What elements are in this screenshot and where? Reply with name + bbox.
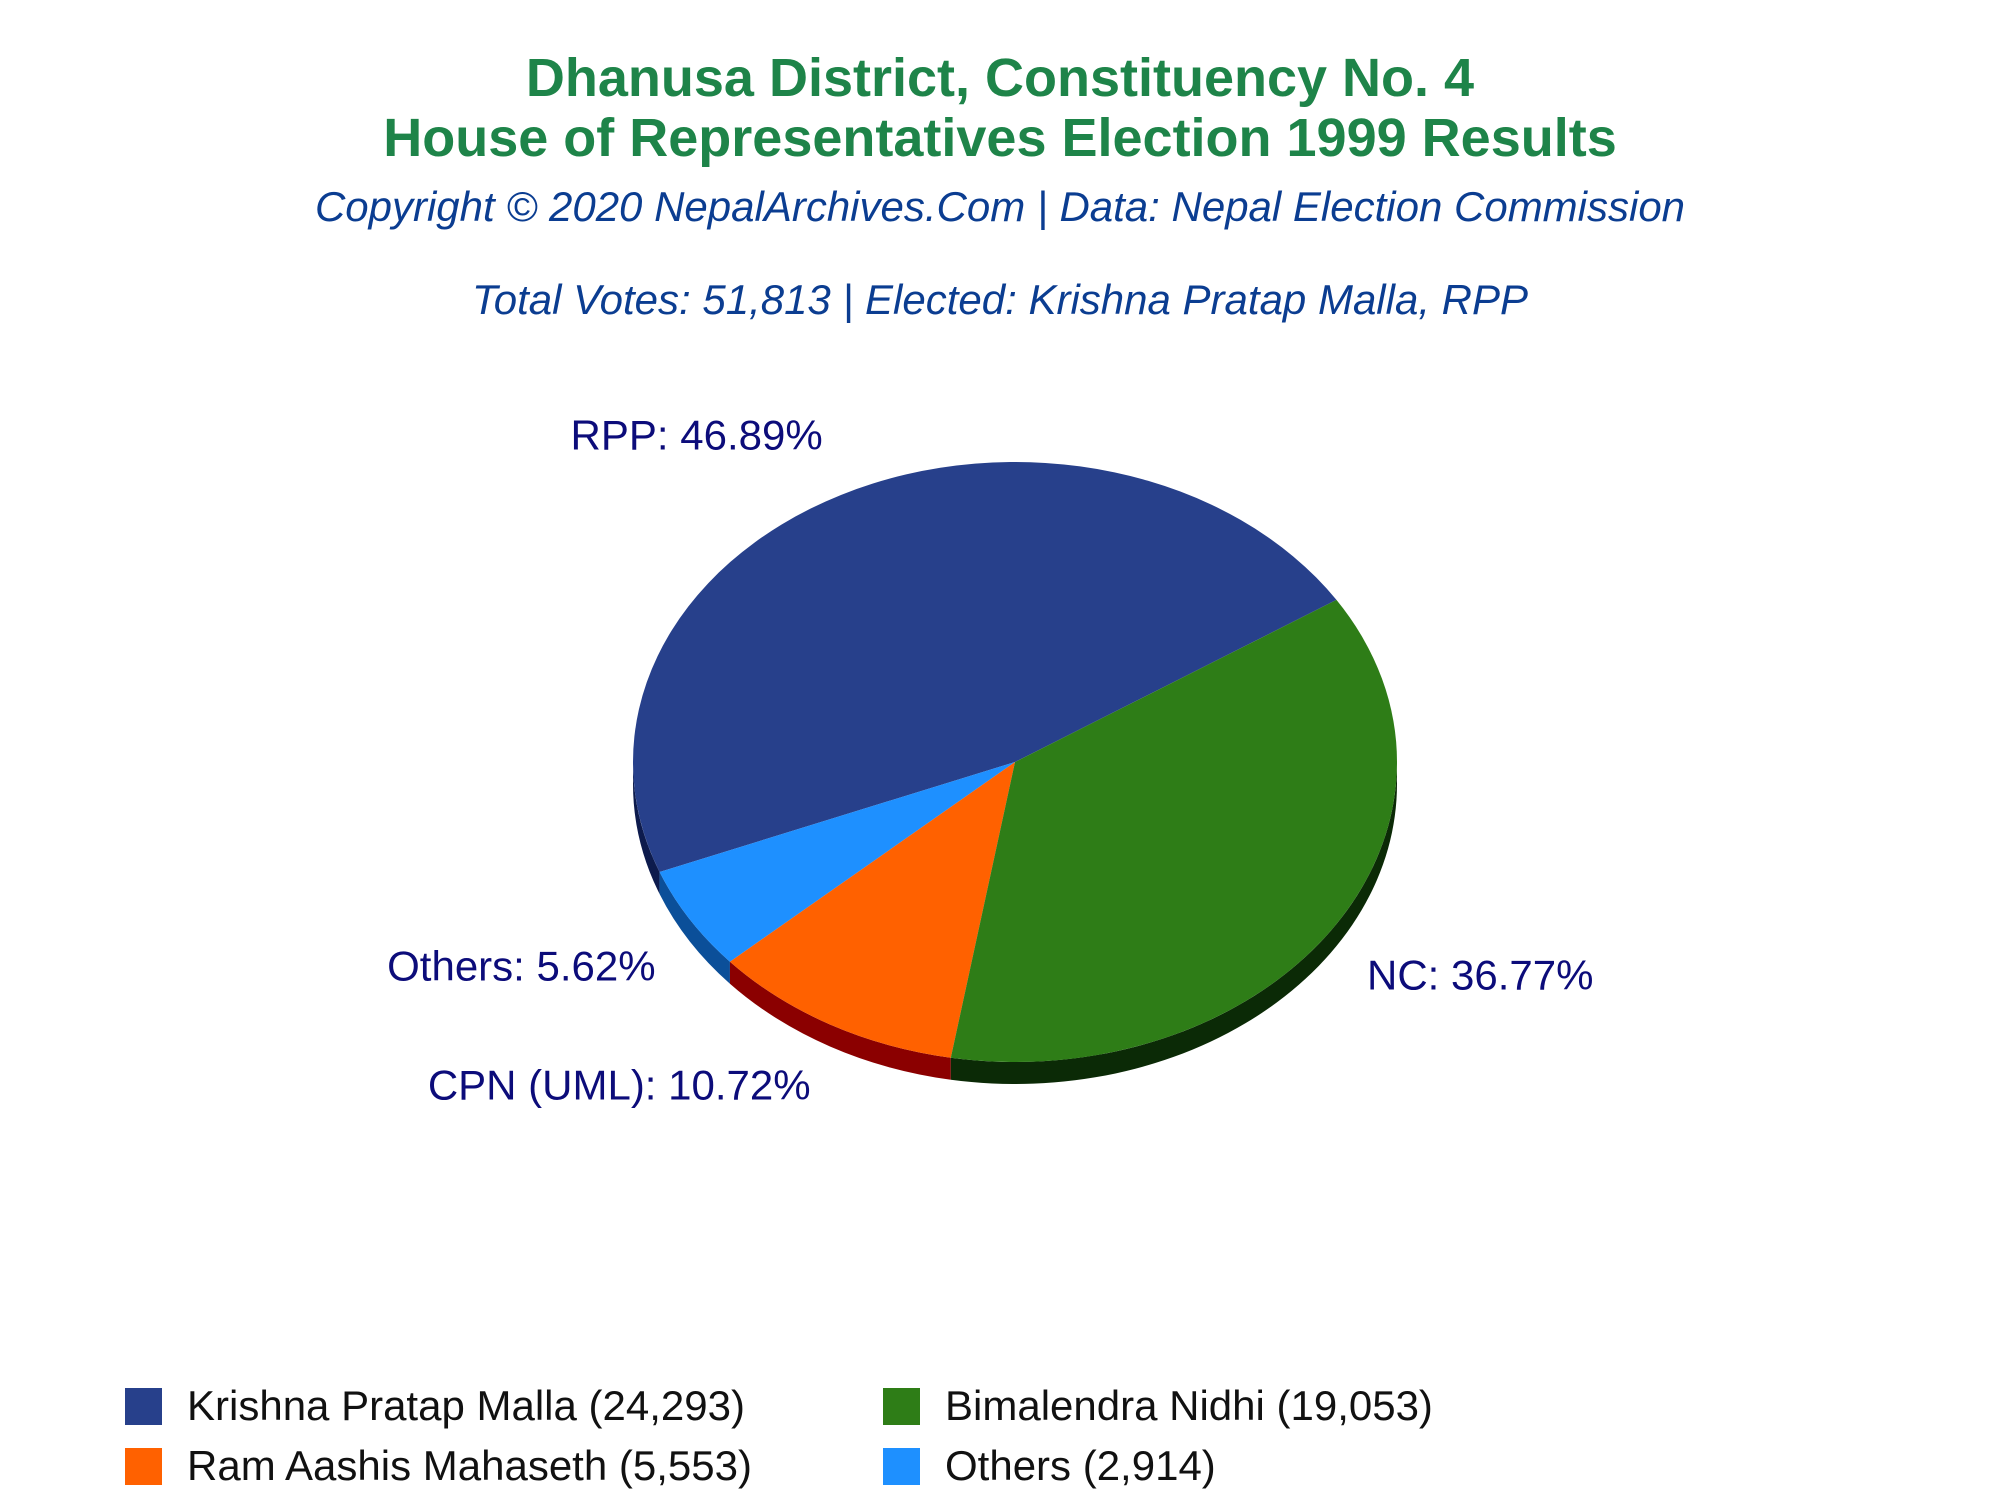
pie-chart: RPP: 46.89% Others: 5.62% CPN (UML): 10.72…: [387, 411, 1593, 1108]
pie-slice: [729, 762, 1015, 1058]
pie-tops: [632, 461, 1397, 1062]
legend-label: Bimalendra Nidhi (19,053): [945, 1382, 1433, 1429]
chart-title-line2: House of Representatives Election 1999 R…: [383, 108, 1617, 168]
pie-slice-label: NC: 36.77%: [1367, 952, 1593, 999]
legend-item: Ram Aashis Mahaseth (5,553): [125, 1438, 752, 1494]
pie-slice-side: [659, 871, 730, 984]
summary-text: Total Votes: 51,813 | Elected: Krishna P…: [471, 276, 1529, 323]
legend-swatch: [883, 1447, 920, 1485]
pie-slice-side: [729, 961, 951, 1080]
pie-labels: RPP: 46.89% Others: 5.62% CPN (UML): 10.72…: [387, 411, 1593, 1108]
legend-label: Ram Aashis Mahaseth (5,553): [187, 1442, 752, 1489]
legend-item: Others (2,914): [883, 1438, 1216, 1494]
legend-label: Others (2,914): [945, 1442, 1216, 1489]
pie-slice: [659, 762, 1015, 962]
chart-title-line1: Dhanusa District, Constituency No. 4: [525, 48, 1475, 108]
legend-item: Krishna Pratap Malla (24,293): [125, 1378, 745, 1434]
pie-slice: [632, 461, 1337, 872]
legend-label: Krishna Pratap Malla (24,293): [187, 1382, 745, 1429]
copyright-text: Copyright © 2020 NepalArchives.Com | Dat…: [314, 183, 1686, 230]
legend-swatch: [125, 1387, 162, 1425]
pie-slice-label: CPN (UML): 10.72%: [428, 1062, 811, 1109]
legend-swatch: [883, 1387, 920, 1425]
pie-slice-side: [633, 762, 660, 894]
legend-item: Bimalendra Nidhi (19,053): [883, 1378, 1433, 1434]
pie-sides: [633, 762, 1397, 1084]
legend-swatch: [125, 1447, 162, 1485]
pie-slice: [950, 599, 1397, 1062]
pie-slice-label: Others: 5.62%: [387, 942, 655, 989]
pie-slice-label: RPP: 46.89%: [571, 411, 823, 458]
